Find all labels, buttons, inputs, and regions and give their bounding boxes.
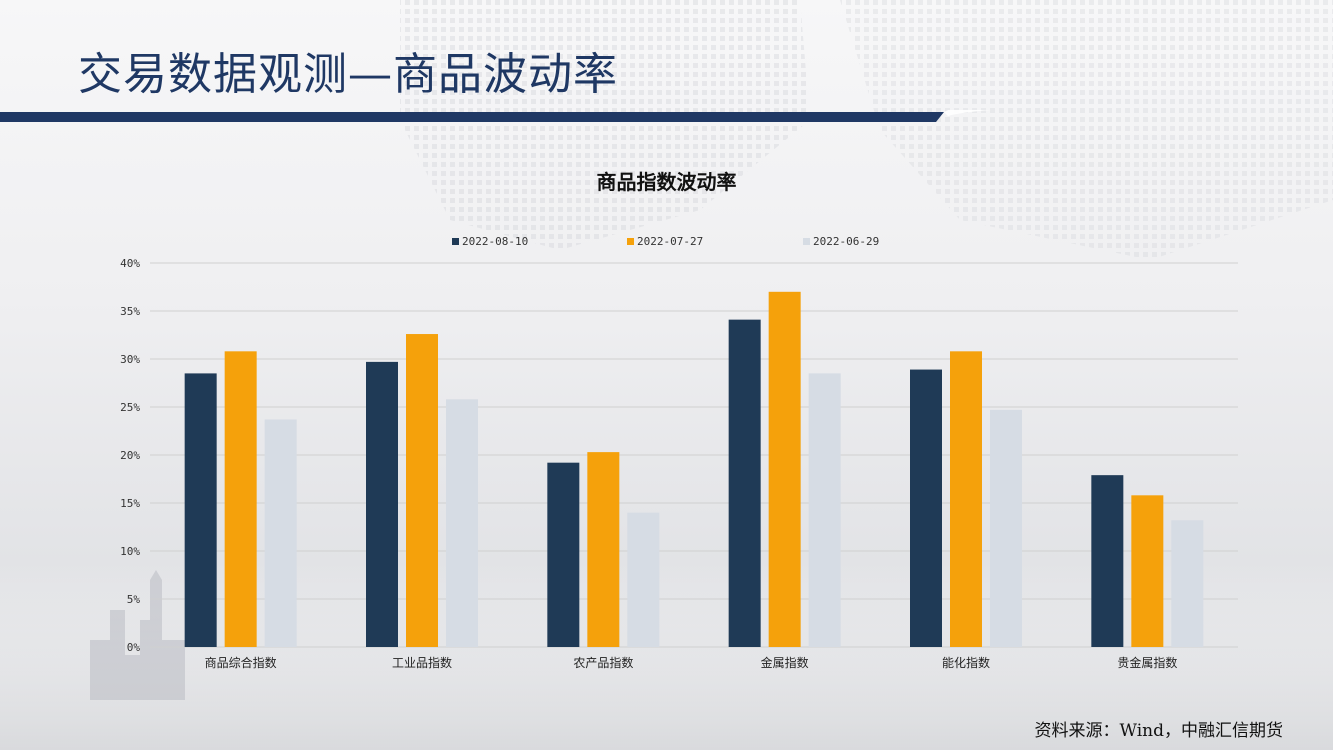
legend-swatch [627,238,634,245]
bar [808,373,841,647]
y-tick-label: 40% [120,257,140,270]
bar [224,351,257,647]
y-tick-label: 35% [120,305,140,318]
bar [768,291,801,647]
y-tick-label: 20% [120,449,140,462]
legend-label: 2022-08-10 [462,235,528,248]
bar [1171,520,1204,647]
bar [547,462,580,647]
chart-gridlines [150,262,1238,648]
y-tick-label: 30% [120,353,140,366]
bar [728,319,761,647]
x-tick-label: 商品综合指数 [205,655,277,670]
legend-swatch [803,238,810,245]
y-tick-label: 25% [120,401,140,414]
x-tick-label: 工业品指数 [392,655,452,670]
bar [1131,495,1164,647]
bar [446,399,478,647]
x-tick-label: 贵金属指数 [1117,655,1177,670]
bar [1091,475,1124,647]
bar [264,419,297,647]
chart-bars [184,291,1204,647]
bar [406,334,438,647]
bar [627,512,660,647]
x-axis-ticks: 商品综合指数 工业品指数 农产品指数 金属指数 能化指数 贵金属指数 [205,655,1178,670]
bar [184,373,217,647]
y-axis-ticks: 0% 5% 10% 15% 20% 25% 30% 35% 40% [120,257,140,654]
legend-swatch [452,238,459,245]
y-tick-label: 10% [120,545,140,558]
legend-label: 2022-07-27 [637,235,703,248]
y-tick-label: 0% [127,641,141,654]
bar [587,452,620,647]
chart-title: 商品指数波动率 [596,170,737,194]
y-tick-label: 5% [127,593,141,606]
x-tick-label: 金属指数 [761,655,809,670]
bar [990,409,1022,647]
x-tick-label: 农产品指数 [573,655,633,670]
y-tick-label: 15% [120,497,140,510]
bar [950,351,982,647]
source-note: 资料来源：Wind，中融汇信期货 [1034,721,1283,741]
bar [366,361,398,647]
title-band [0,110,992,122]
x-tick-label: 能化指数 [942,655,990,670]
page-title: 交易数据观测—商品波动率 [78,49,618,100]
chart-legend: 2022-08-10 2022-07-27 2022-06-29 [452,235,879,248]
bar [910,369,942,647]
legend-label: 2022-06-29 [813,235,879,248]
